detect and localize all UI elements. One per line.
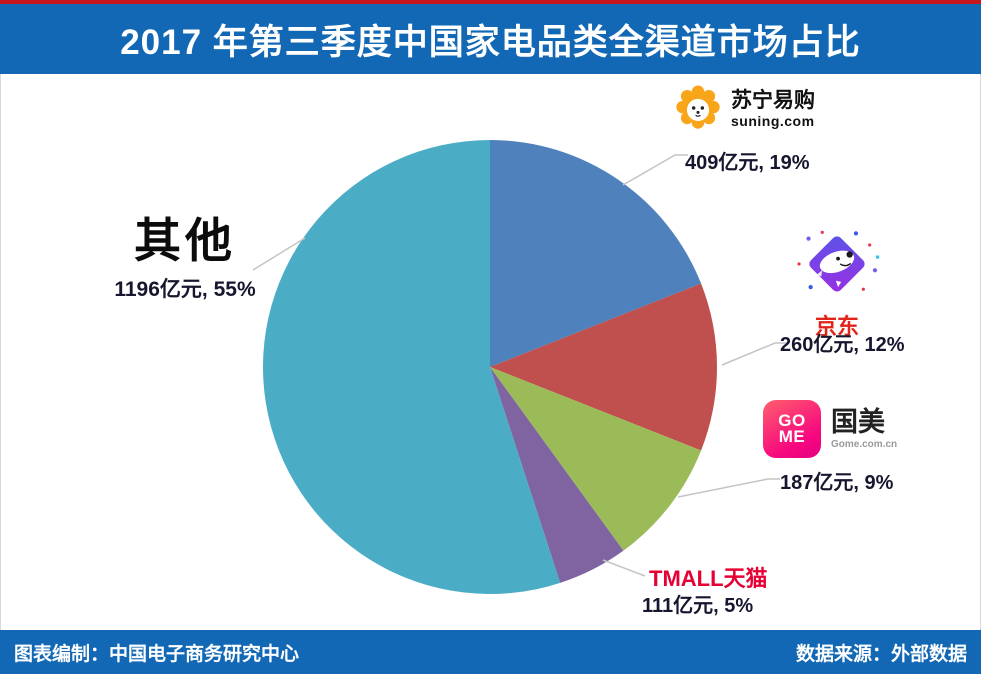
suning-value-label: 409亿元, 19%: [685, 152, 810, 174]
leader-line-jd: [721, 342, 787, 366]
suning-domain: suning.com: [731, 112, 815, 129]
leader-line-tmall: [602, 559, 646, 577]
tmall-brand-name: TMALL天猫: [649, 566, 768, 591]
pie-slices: [263, 140, 717, 594]
chart-area: 苏宁易购 suning.com 409亿元, 19%: [0, 74, 981, 630]
leader-lines: [252, 154, 787, 577]
page-title: 2017 年第三季度中国家电品类全渠道市场占比: [120, 22, 861, 62]
leader-line-suning: [622, 154, 688, 186]
gome-domain: Gome.com.cn: [831, 438, 898, 450]
jd-value-label: 260亿元, 12%: [780, 334, 905, 356]
gome-brand-name: 国美: [831, 407, 885, 438]
leader-line-others: [252, 237, 306, 271]
gome-badge-line1: GO: [778, 410, 806, 430]
others-value-label: 1196亿元, 55%: [114, 278, 256, 301]
pie-slice-3: [490, 367, 702, 551]
footer-bar: 图表编制：中国电子商务研究中心 数据来源：外部数据: [0, 630, 981, 674]
leader-line-gome: [677, 478, 780, 498]
confetti-dots: [797, 230, 880, 291]
jd-dog-diamond-icon: [797, 230, 880, 292]
pie-slice-1: [490, 140, 702, 367]
pie-slice-5: [263, 140, 561, 594]
callout-suning: 苏宁易购 suning.com: [673, 84, 815, 134]
pie-chart: [252, 140, 787, 594]
callout-gome: GO ME 国美 Gome.com.cn: [763, 400, 897, 458]
callout-others: 其他 1196亿元, 55%: [93, 202, 277, 303]
pie-slice-4: [490, 367, 624, 583]
suning-lion-icon: [676, 85, 720, 129]
gome-value-label: 187亿元, 9%: [780, 472, 894, 494]
gome-badge-line2: ME: [778, 427, 806, 446]
gome-badge-icon: GO ME: [763, 400, 821, 458]
jd-brand-name: 京东: [814, 314, 859, 339]
tmall-value-label: 111亿元, 5%: [642, 595, 754, 617]
footer-credit: 图表编制：中国电子商务研究中心: [14, 643, 300, 665]
title-banner: 2017 年第三季度中国家电品类全渠道市场占比: [0, 4, 981, 74]
callout-jd: 京东: [789, 226, 885, 341]
footer-source: 数据来源：外部数据: [795, 643, 967, 665]
others-title: 其他: [134, 214, 236, 267]
pie-slice-2: [490, 283, 717, 451]
suning-brand-name: 苏宁易购: [731, 89, 815, 113]
top-red-strip: [0, 0, 981, 4]
